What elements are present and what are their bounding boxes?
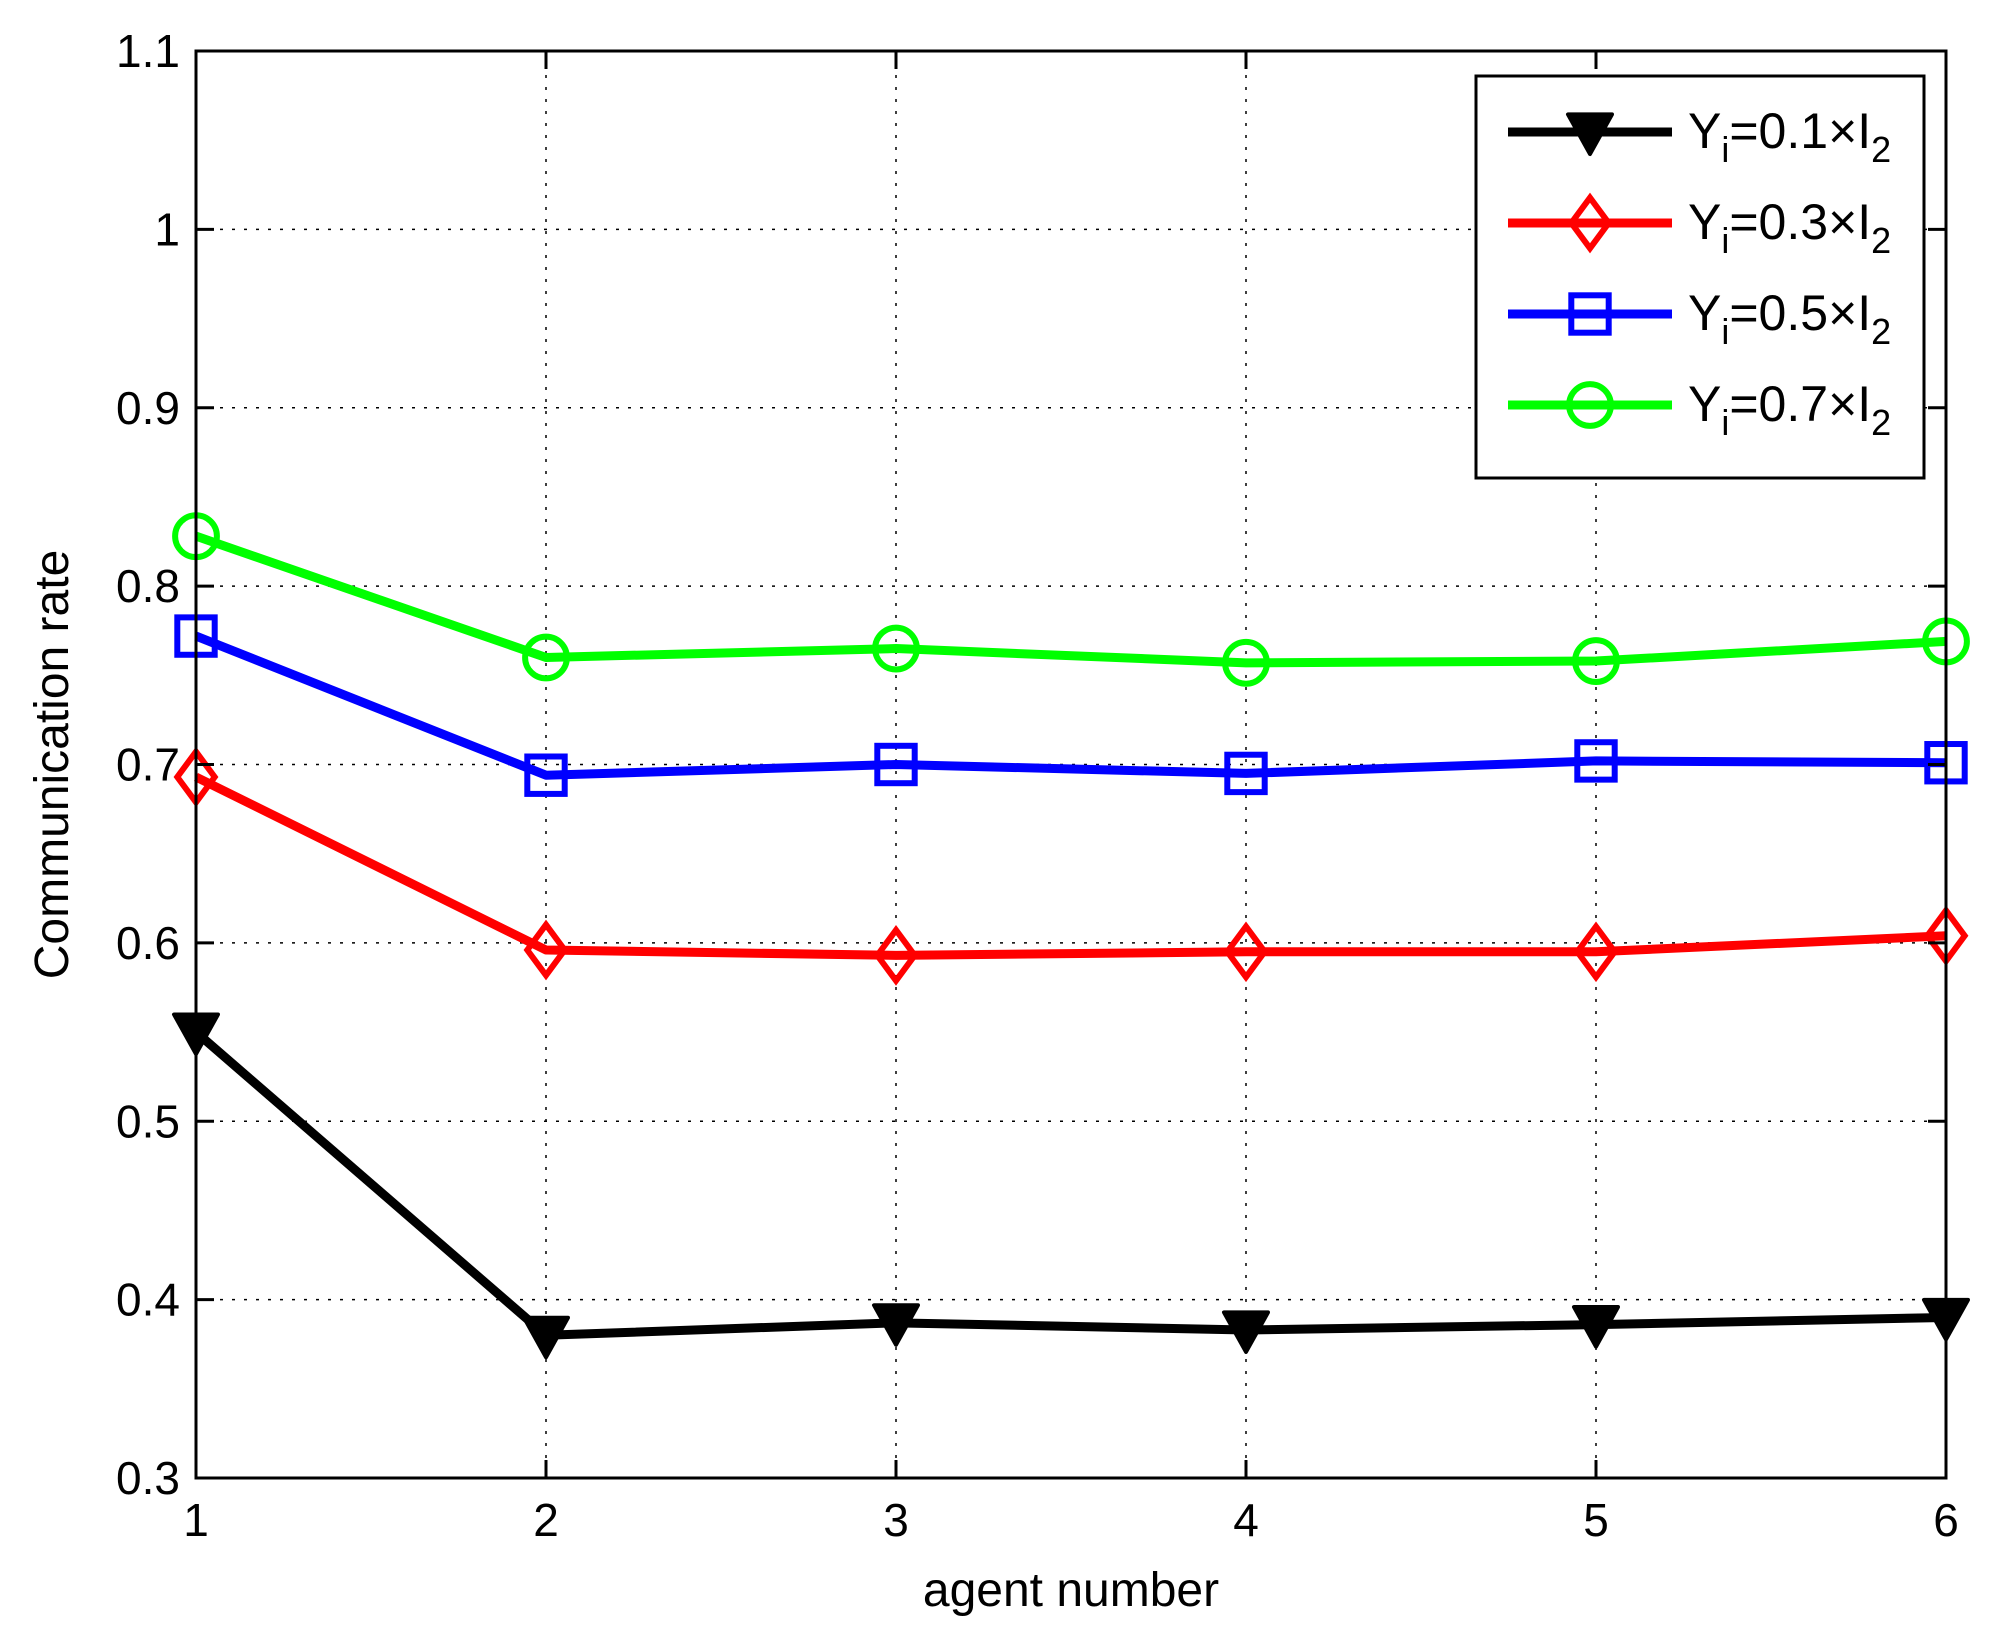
legend-label-subscript: i: [1721, 129, 1729, 170]
series-line: [194, 531, 1947, 668]
y-tick-label: 1.1: [116, 25, 180, 77]
y-tick-label: 0.4: [116, 1274, 180, 1326]
legend-item: Yi=0.3×I2: [1508, 192, 1891, 261]
legend-item: Yi=0.1×I2: [1508, 103, 1891, 170]
legend-label-part: Y: [1688, 194, 1721, 250]
x-axis-label: agent number: [923, 1564, 1219, 1617]
marker-square: [1568, 292, 1612, 336]
marker-diamond: [873, 925, 919, 986]
marker-square: [524, 753, 568, 797]
legend-label-subscript: 2: [1871, 402, 1891, 443]
marker-triangle: [1566, 112, 1614, 156]
series-group: [172, 512, 1970, 1360]
x-tick-label: 6: [1933, 1494, 1959, 1546]
y-axis-label: Communication rate: [26, 550, 79, 980]
legend-label-subscript: 2: [1871, 129, 1891, 170]
series-line: [193, 1028, 1947, 1340]
series-1: [172, 1012, 1970, 1360]
series-line: [194, 631, 1947, 780]
y-tick-label: 0.9: [116, 382, 180, 434]
legend-label-subscript: i: [1721, 220, 1729, 261]
legend-label-part: =0.1×I: [1729, 103, 1871, 159]
marker-diamond: [1567, 192, 1613, 254]
y-tick-label: 0.7: [116, 739, 180, 791]
marker-triangle: [1572, 1304, 1620, 1349]
x-tick-label: 3: [883, 1494, 909, 1546]
legend-label: Yi=0.5×I2: [1688, 285, 1891, 352]
y-tick-label: 0.5: [116, 1095, 180, 1147]
marker-diamond: [1573, 921, 1619, 983]
legend-label-part: =0.3×I: [1729, 194, 1871, 250]
marker-circle: [1566, 381, 1614, 429]
marker-circle: [872, 624, 920, 673]
legend-label-subscript: 2: [1871, 220, 1891, 261]
x-tick-label: 1: [183, 1494, 209, 1546]
marker-diamond: [523, 919, 569, 981]
x-tick-label: 2: [533, 1494, 559, 1546]
series-4: [172, 512, 1970, 687]
legend-item: Yi=0.7×I2: [1508, 376, 1891, 443]
legend-label-part: Y: [1688, 285, 1721, 341]
marker-square: [874, 742, 918, 787]
marker-diamond: [1223, 921, 1269, 983]
marker-circle: [522, 633, 570, 682]
legend-label: Yi=0.1×I2: [1688, 103, 1891, 170]
legend-item: Yi=0.5×I2: [1508, 285, 1891, 352]
legend-box: [1474, 74, 1926, 480]
y-tick-label: 1: [154, 203, 180, 255]
y-tick-label: 0.6: [116, 917, 180, 969]
marker-square: [1224, 751, 1268, 796]
legend-label-subscript: i: [1721, 311, 1729, 352]
marker-square: [1574, 739, 1618, 783]
legend-label-part: Y: [1688, 376, 1721, 432]
marker-triangle: [1222, 1310, 1270, 1354]
marker-circle: [1222, 638, 1270, 687]
axis-ticks: 1 2 3 4 5 6 0.3 0.4 0.5 0.6 0.7 0.8 0.9 1 1.1: [116, 25, 1959, 1546]
legend-label-subscript: i: [1721, 402, 1729, 443]
marker-circle: [1572, 637, 1620, 685]
x-tick-label: 4: [1233, 1494, 1259, 1546]
legend-label-part: =0.7×I: [1729, 376, 1871, 432]
grid-lines: [196, 51, 1946, 1478]
x-tick-label: 5: [1583, 1494, 1609, 1546]
legend-label-part: =0.5×I: [1729, 285, 1871, 341]
series-2: [173, 746, 1969, 986]
marker-triangle: [522, 1315, 570, 1360]
legend-label-subscript: 2: [1871, 311, 1891, 352]
marker-triangle: [872, 1303, 920, 1347]
y-tick-label: 0.3: [116, 1452, 180, 1504]
legend-label-part: Y: [1688, 103, 1721, 159]
legend-label: Yi=0.7×I2: [1688, 376, 1891, 443]
series-line: [194, 772, 1947, 960]
legend-label: Yi=0.3×I2: [1688, 194, 1891, 261]
series-3: [174, 614, 1968, 797]
y-tick-label: 0.8: [116, 560, 180, 612]
